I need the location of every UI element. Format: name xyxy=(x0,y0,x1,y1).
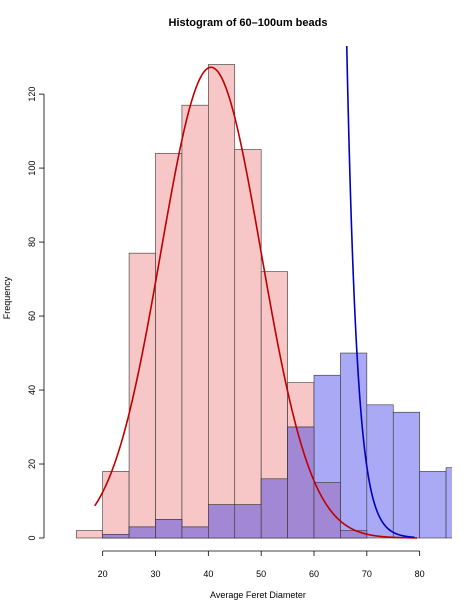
overlap-bar-6 xyxy=(260,478,288,539)
y-tick-label-2: 40 xyxy=(27,385,37,395)
pink-bar-0 xyxy=(75,530,103,539)
x-tick-label-2: 40 xyxy=(203,569,213,579)
y-tick-label-1: 20 xyxy=(27,459,37,469)
y-axis-label: Frequency xyxy=(2,276,12,319)
y-tick-label-0: 0 xyxy=(27,535,37,540)
x-axis-label: Average Feret Diameter xyxy=(210,590,306,600)
pink-bar-4 xyxy=(181,104,209,539)
overlap-bar-9 xyxy=(340,530,368,539)
pink-bar-6 xyxy=(234,149,262,539)
pink-bar-1 xyxy=(102,471,130,539)
y-tick-label-3: 60 xyxy=(27,311,37,321)
fitted-curves xyxy=(94,45,418,539)
blue-bar-11 xyxy=(392,411,420,539)
y-tick-label-4: 80 xyxy=(27,237,37,247)
blue-bar-10 xyxy=(366,404,394,539)
blue-fit-curve xyxy=(345,45,415,539)
overlap-bar-4 xyxy=(208,504,236,539)
overlap-bar-3 xyxy=(181,526,209,539)
x-tick-label-0: 20 xyxy=(98,569,108,579)
y-axis: 0 20 40 60 80 100 120 xyxy=(27,87,45,541)
overlap-bar-1 xyxy=(128,526,156,539)
x-tick-label-3: 50 xyxy=(256,569,266,579)
x-axis: 20 30 40 50 60 70 80 xyxy=(98,550,425,579)
x-tick-label-6: 80 xyxy=(415,569,425,579)
pink-bar-5 xyxy=(208,64,236,539)
chart-title: Histogram of 60–100um beads xyxy=(169,17,328,29)
overlap-bar-0 xyxy=(102,534,130,539)
y-tick-label-5: 100 xyxy=(27,161,37,176)
blue-bar-9 xyxy=(340,352,368,539)
overlap-bar-2 xyxy=(155,519,183,539)
overlap-bar-5 xyxy=(234,504,262,539)
y-tick-label-6: 120 xyxy=(27,87,37,102)
blue-bar-13 xyxy=(445,467,452,539)
x-tick-label-4: 60 xyxy=(309,569,319,579)
blue-bar-12 xyxy=(419,471,447,539)
x-tick-label-5: 70 xyxy=(362,569,372,579)
red-fit-curve xyxy=(94,66,418,539)
x-tick-label-1: 30 xyxy=(151,569,161,579)
